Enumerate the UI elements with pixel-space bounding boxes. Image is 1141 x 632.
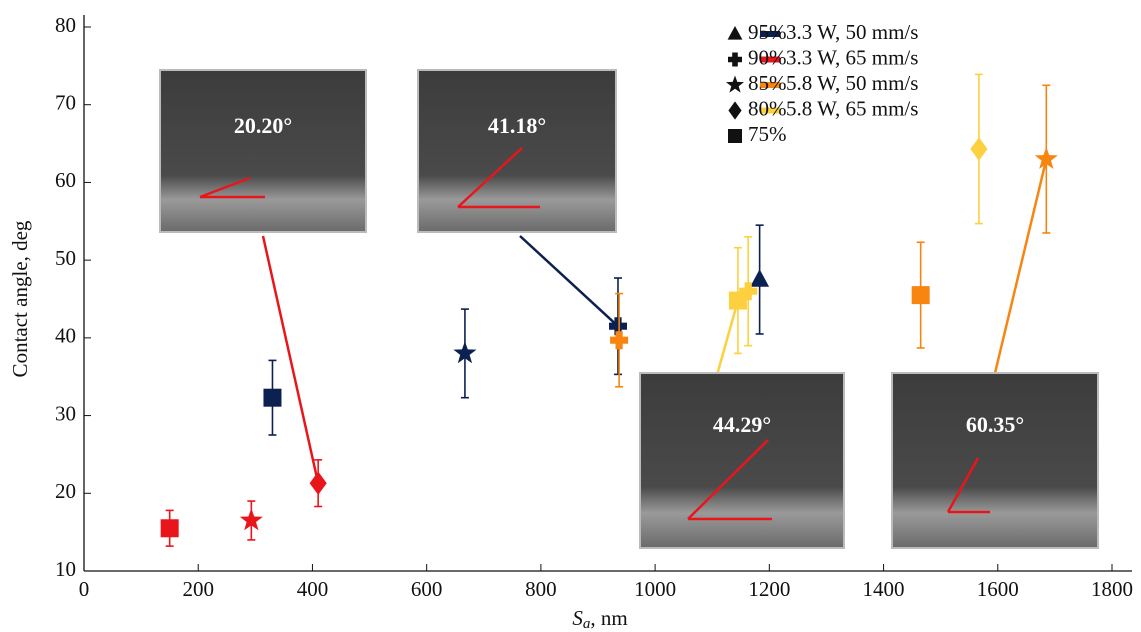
inset-image (892, 373, 1098, 548)
x-tick-label: 1000 (634, 577, 676, 601)
inset-label: 60.35° (966, 412, 1024, 437)
y-tick-label: 50 (55, 246, 76, 270)
marker-diamond (310, 472, 327, 495)
leader-line (717, 301, 738, 375)
legend-label: 5.8 W, 50 mm/s (786, 71, 918, 95)
inset-image (640, 373, 844, 548)
x-label-symbol: S (572, 606, 583, 630)
marker-triangle (750, 269, 769, 287)
x-tick-label: 400 (297, 577, 329, 601)
x-tick-label: 800 (525, 577, 557, 601)
legend-label: 3.3 W, 65 mm/s (786, 45, 918, 69)
legend-label: 90% (748, 45, 787, 69)
legend-label: 75% (748, 122, 787, 146)
legend-label: 95% (748, 20, 787, 44)
inset-label: 41.18° (488, 113, 546, 138)
leader-line (520, 236, 618, 326)
x-tick-label: 1800 (1091, 577, 1133, 601)
marker-star (726, 76, 744, 93)
marker-diamond (728, 101, 741, 119)
marker-triangle (728, 26, 743, 40)
x-label-subscript: a (583, 616, 591, 632)
marker-plus (728, 53, 742, 67)
leader-line (263, 236, 318, 483)
legend-label: 80% (748, 96, 787, 120)
x-tick-label: 1400 (863, 577, 905, 601)
inset-image (160, 70, 366, 232)
legend-label: 3.3 W, 50 mm/s (786, 20, 918, 44)
x-tick-label: 600 (411, 577, 443, 601)
x-tick-label: 1200 (748, 577, 790, 601)
legend-label: 85% (748, 71, 787, 95)
marker-square (912, 286, 930, 304)
marker-square (728, 129, 742, 143)
marker-square (161, 519, 179, 537)
marker-square (263, 389, 281, 407)
inset-label: 44.29° (713, 412, 771, 437)
y-tick-label: 70 (55, 91, 76, 115)
y-axis-label: Contact angle, deg (8, 220, 32, 377)
marker-plus (610, 331, 628, 349)
x-tick-label: 0 (79, 577, 90, 601)
y-tick-label: 30 (55, 401, 76, 425)
y-tick-label: 20 (55, 479, 76, 503)
y-tick-label: 60 (55, 168, 76, 192)
x-tick-label: 200 (182, 577, 214, 601)
x-tick-label: 1600 (977, 577, 1019, 601)
y-tick-label: 40 (55, 324, 76, 348)
leader-line (995, 159, 1046, 373)
x-axis-label: Sa, nm (572, 606, 627, 632)
inset-label: 20.20° (234, 113, 292, 138)
y-tick-label: 10 (55, 557, 76, 581)
y-tick-label: 80 (55, 13, 76, 37)
x-label-unit: , nm (590, 606, 627, 630)
marker-diamond (970, 137, 987, 160)
legend-label: 5.8 W, 65 mm/s (786, 96, 918, 120)
chart: Sa, nm Contact angle, deg 0 200 400 600 800 1… (0, 0, 1141, 632)
